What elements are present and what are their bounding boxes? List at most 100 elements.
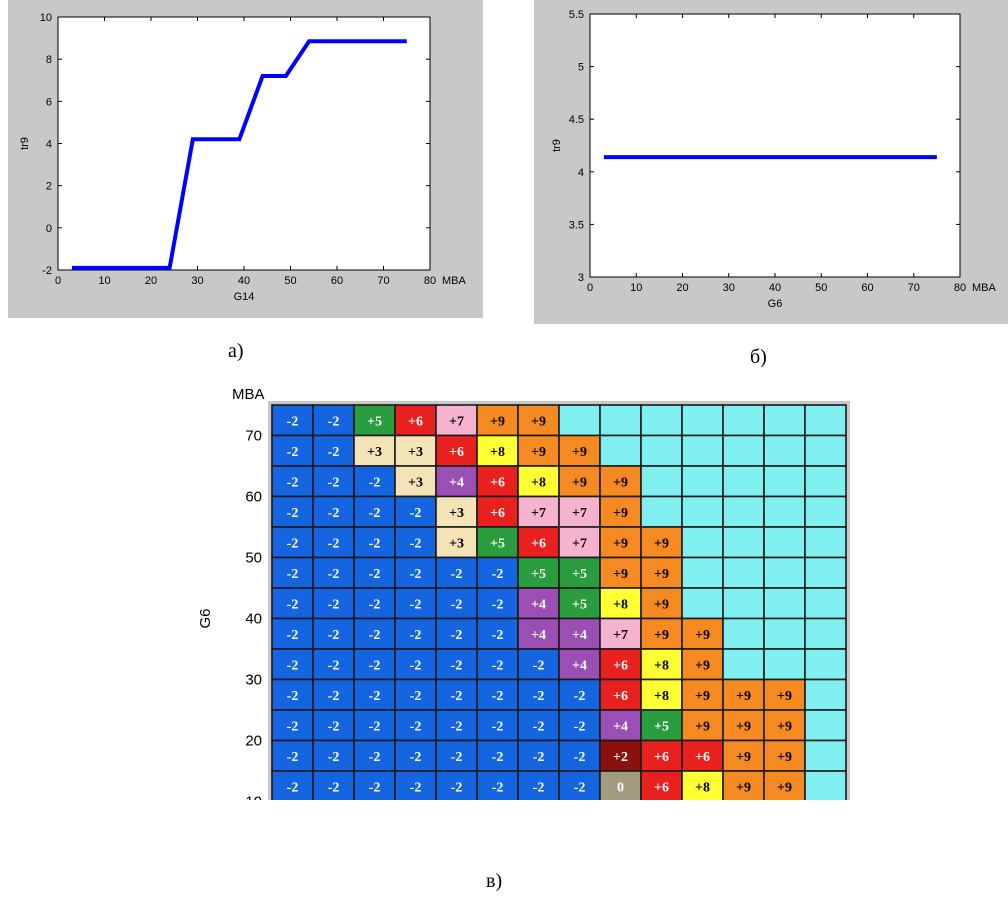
heatmap-cell-value: +5 [490,536,505,551]
heatmap-cell-value: +9 [613,536,628,551]
heatmap-cell [681,587,724,620]
heatmap-cell [476,617,519,650]
heatmap-cell [722,648,765,681]
heatmap-cell-value: -2 [328,689,340,704]
heatmap-cell-value: -2 [287,506,299,521]
y-tick-label: 50 [245,550,262,567]
heatmap-cell-value: -2 [533,780,545,795]
y-tick-label: 6 [46,96,52,108]
heatmap-cell-value: -2 [369,689,381,704]
heatmap-cell [722,465,765,498]
heatmap-cell-value: +6 [408,414,423,429]
heatmap-cell-value: +9 [736,689,751,704]
heatmap-cell-value: -2 [287,689,299,704]
heatmap-cell-value: +7 [572,506,587,521]
heatmap-cell [599,617,642,650]
heatmap-cell-value: -2 [328,719,340,734]
heatmap-cell [681,404,724,437]
heatmap-cell-value: -2 [287,780,299,795]
heatmap-cell [640,465,683,498]
heatmap-cell-value: -2 [492,628,504,643]
heatmap-cell-value: -2 [328,445,340,460]
heatmap-cell-value: +3 [449,506,464,521]
heatmap-cell-value: +5 [531,567,546,582]
heatmap-cell [804,495,847,528]
heatmap-cell-value: +9 [695,689,710,704]
heatmap-cell-value: +9 [736,750,751,765]
heatmap-cell-value: -2 [451,567,463,582]
heatmap-cell-value: +3 [408,445,423,460]
heatmap-cell-value: +7 [613,628,628,643]
heatmap-cell [271,526,314,559]
x-tick-label: 0 [55,275,61,287]
heatmap-cell-value: -2 [451,597,463,612]
heatmap-cell-value: -2 [492,658,504,673]
heatmap-cell [476,739,519,772]
y-tick-label: 30 [245,672,262,689]
x-tick-label: 80 [424,275,436,287]
heatmap-cell [804,770,847,800]
heatmap-cell-value: -2 [410,780,422,795]
heatmap-cell-value: -2 [369,750,381,765]
heatmap-cell [312,739,355,772]
heatmap-cell-value: +3 [367,445,382,460]
heatmap-cell [435,434,478,467]
heatmap-cell [599,404,642,437]
heatmap-cell-value: +7 [449,414,464,429]
heatmap-cell-value: +6 [613,658,628,673]
heatmap-cell [558,465,601,498]
heatmap-cell-value: +9 [531,414,546,429]
heatmap-cell-value: +8 [490,445,505,460]
heatmap-cell-value: -2 [410,689,422,704]
label-a: а) [228,340,244,362]
heatmap-cell-value: -2 [328,475,340,490]
y-tick-label: 3 [578,272,584,284]
heatmap-cell-value: -2 [533,750,545,765]
heatmap-cell [804,556,847,589]
heatmap-cell [394,404,437,437]
heatmap-cell [517,678,560,711]
heatmap-cell [353,465,396,498]
x-tick-label: 70 [377,275,389,287]
x-tick-label: 40 [238,275,250,287]
heatmap-cell [681,434,724,467]
heatmap-cell [599,434,642,467]
heatmap-cell-value: +4 [572,628,587,643]
x-tick-label: 60 [331,275,343,287]
heatmap-cell-value: +7 [572,536,587,551]
heatmap-cell [599,465,642,498]
heatmap-cell [763,587,806,620]
heatmap-cell [435,465,478,498]
y-tick-label: 60 [245,489,262,506]
label-b: б) [750,346,767,368]
heatmap-cell-value: +6 [449,445,464,460]
heatmap-cell-value: +5 [367,414,382,429]
heatmap-cell [558,678,601,711]
heatmap-cell-value: +2 [613,750,628,765]
heatmap-cell-value: +9 [777,750,792,765]
heatmap-cell [435,648,478,681]
heatmap-cell-value: -2 [451,658,463,673]
heatmap-cell [394,739,437,772]
heatmap-cell [271,434,314,467]
heatmap-cell [394,556,437,589]
heatmap-cell-value: -2 [451,780,463,795]
x-tick-label: 30 [723,282,735,294]
heatmap-cell-value: +9 [613,567,628,582]
heatmap-cell [312,648,355,681]
y-tick-label: 0 [46,223,52,235]
heatmap-cell-value: -2 [287,567,299,582]
heatmap-cell-value: +5 [654,719,669,734]
heatmap-cell-value: +4 [531,628,546,643]
heatmap-cell-value: +9 [777,719,792,734]
x-tick-label: 50 [284,275,296,287]
heatmap-cell-value: +8 [654,689,669,704]
heatmap-cell [681,465,724,498]
chart-c-heatmap: -2 -2 +5 +6 +7 +9 +9 -2 -2 +3 +3 +6 +8 +9 +9 -2 -2 -2 +3 +4… [197,386,850,800]
heatmap-cell-value: -2 [410,536,422,551]
heatmap-cell-value: -2 [328,780,340,795]
heatmap-cell [476,770,519,800]
heatmap-cell-value: -2 [369,567,381,582]
heatmap-cell [640,404,683,437]
